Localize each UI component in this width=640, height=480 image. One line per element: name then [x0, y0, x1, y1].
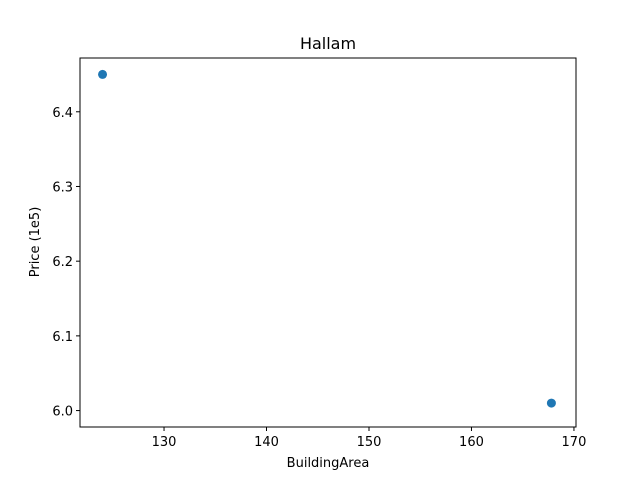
x-tick-label: 160 — [459, 435, 484, 450]
x-tick-label: 150 — [357, 435, 382, 450]
data-point — [98, 69, 108, 79]
chart-title: Hallam — [300, 34, 356, 53]
y-tick-label: 6.2 — [52, 255, 73, 270]
ticks-group: 130 140 150 160 170 6.0 6.1 6.2 6.3 6.4 — [52, 106, 586, 450]
y-tick-label: 6.4 — [52, 106, 73, 121]
y-axis-label: Price (1e5) — [28, 207, 43, 278]
data-point — [546, 398, 556, 408]
x-tick-label: 130 — [152, 435, 177, 450]
x-tick-label: 140 — [254, 435, 279, 450]
y-tick-label: 6.1 — [52, 330, 73, 345]
y-tick-label: 6.3 — [52, 180, 73, 195]
plot-frame — [79, 57, 577, 428]
points-group — [98, 69, 556, 408]
y-tick-label: 6.0 — [52, 405, 73, 420]
x-tick-label: 170 — [562, 435, 587, 450]
x-axis-label: BuildingArea — [287, 456, 370, 471]
